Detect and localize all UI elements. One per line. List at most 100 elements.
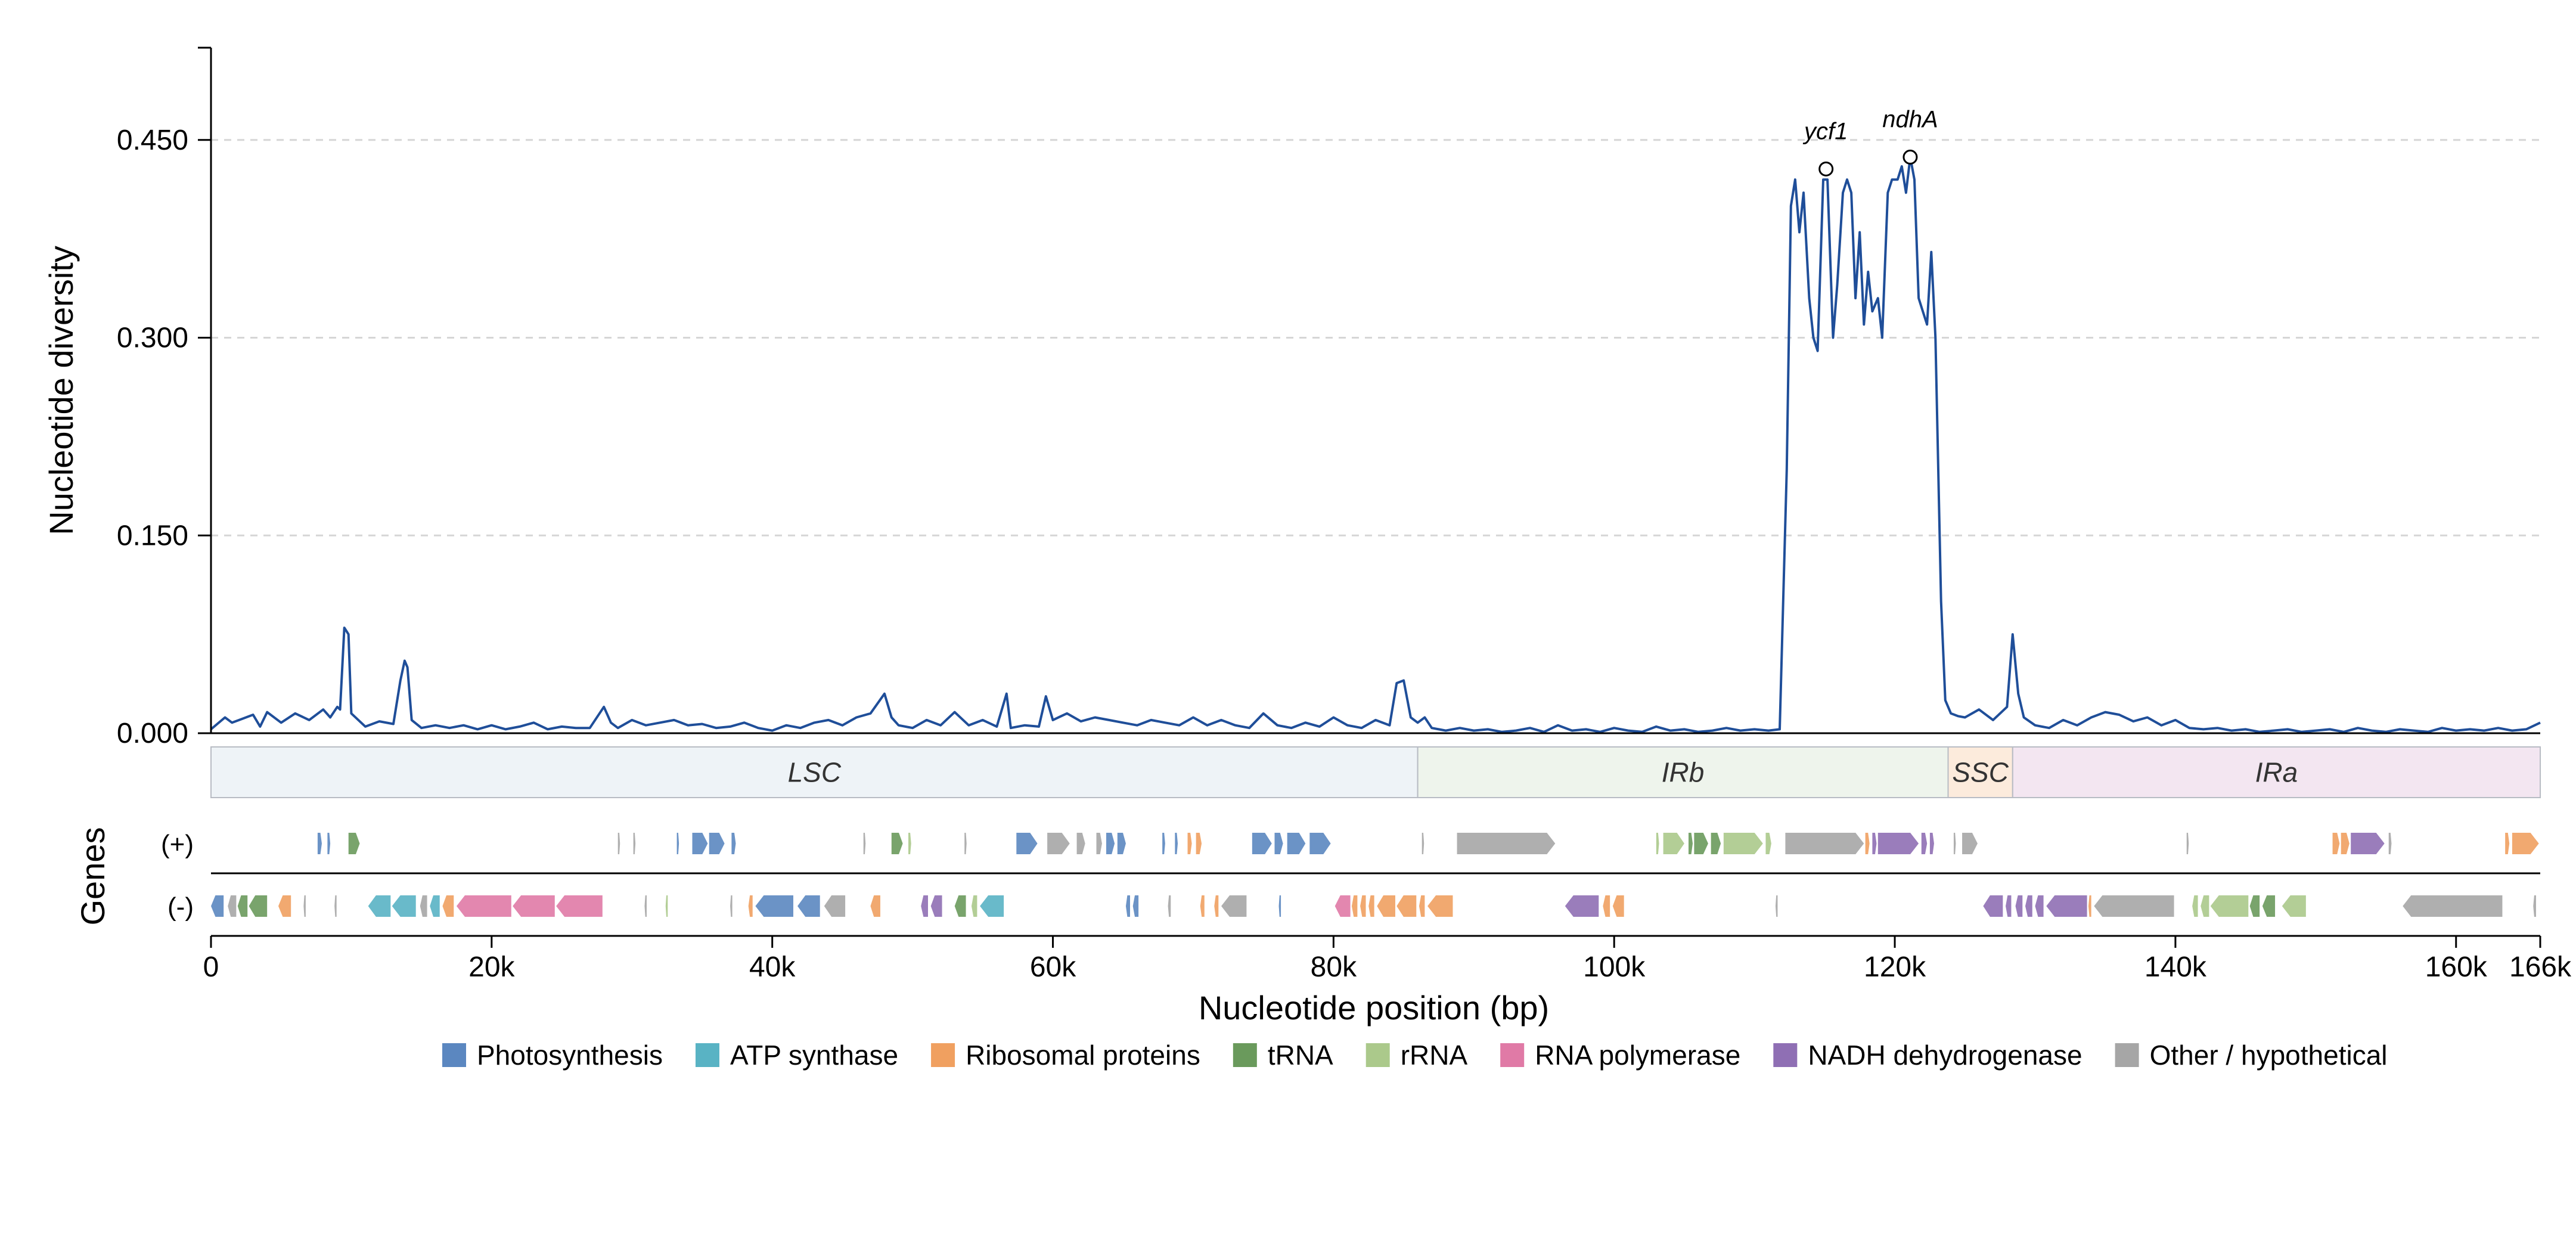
legend-swatch-ndh — [1773, 1043, 1798, 1067]
strand-label-minus: (-) — [167, 892, 194, 922]
gene-rrna-plus — [908, 833, 911, 854]
gene-other-minus — [644, 895, 647, 917]
region-layer: LSC IRb SSC IRa — [210, 746, 2541, 798]
y-tick-label: 0.300 — [117, 322, 188, 354]
gene-other-plus — [1076, 833, 1085, 854]
region-ira — [2012, 746, 2541, 798]
gene-other-plus — [863, 833, 866, 854]
gene-rrna-plus — [1656, 833, 1659, 854]
gene-rnap-minus — [556, 895, 603, 917]
region-label: LSC — [788, 757, 842, 788]
gene-ribo-minus — [1351, 895, 1358, 917]
gene-ndh-minus — [2025, 895, 2032, 917]
x-tick-label: 20k — [468, 951, 515, 983]
gene-ribo-minus — [1377, 895, 1395, 917]
gene-ribo-plus — [1865, 833, 1870, 854]
gene-ribo-plus — [1187, 833, 1192, 854]
gene-photo-plus — [1175, 833, 1178, 854]
gene-trna-minus — [954, 895, 966, 917]
region-irb — [1417, 746, 1949, 798]
gene-other-plus — [617, 833, 620, 854]
legend-swatch-rnap — [1500, 1043, 1525, 1067]
y-axis-title: Nucleotide diversity — [42, 246, 80, 535]
gene-photo-plus — [1309, 833, 1331, 854]
gene-ndh-minus — [921, 895, 929, 917]
gene-ndh-minus — [2035, 895, 2044, 917]
gene-photo-minus — [1125, 895, 1131, 917]
legend-label-photo: Photosynthesis — [477, 1040, 663, 1071]
gene-other-minus — [1221, 895, 1247, 917]
legend-swatch-atp — [695, 1043, 719, 1067]
gene-ribo-minus — [1368, 895, 1374, 917]
legend-label-atp: ATP synthase — [730, 1040, 898, 1071]
gene-photo-plus — [1252, 833, 1272, 854]
legend-label-other: Other / hypothetical — [2150, 1040, 2388, 1071]
gene-other-plus — [1785, 833, 1864, 854]
gene-other-minus — [2403, 895, 2503, 917]
gene-photo-plus — [1106, 833, 1115, 854]
gene-ribo-plus — [2505, 833, 2510, 854]
gene-photo-minus — [755, 895, 793, 917]
gene-photo-plus — [692, 833, 708, 854]
gene-other-minus — [824, 895, 846, 917]
legend-label-ndh: NADH dehydrogenase — [1808, 1040, 2082, 1071]
gene-photo-plus — [1162, 833, 1165, 854]
gene-photo-minus — [1278, 895, 1281, 917]
gene-other-plus — [633, 833, 636, 854]
gene-ribo-minus — [1612, 895, 1624, 917]
gene-trna-plus — [1711, 833, 1721, 854]
gene-ribo-minus — [442, 895, 454, 917]
gene-other-plus — [2186, 833, 2189, 854]
gene-other-minus — [1168, 895, 1171, 917]
gene-trna-minus — [249, 895, 268, 917]
gene-photo-plus — [676, 833, 679, 854]
gene-other-plus — [1096, 833, 1102, 854]
gene-rrna-minus — [2201, 895, 2209, 917]
gene-other-plus — [1457, 833, 1556, 854]
gene-ribo-minus — [1419, 895, 1425, 917]
gene-rrna-minus — [2282, 895, 2306, 917]
gene-ndh-minus — [1565, 895, 1599, 917]
region-lsc — [210, 746, 1419, 798]
gene-photo-plus — [1274, 833, 1283, 854]
gene-photo-plus — [1287, 833, 1306, 854]
strand-label-plus: (+) — [161, 830, 194, 859]
gene-other-minus — [228, 895, 237, 917]
gene-other-plus — [2388, 833, 2392, 854]
gene-ndh-plus — [1877, 833, 1919, 854]
gene-ribo-minus — [1427, 895, 1453, 917]
legend-label-rnap: RNA polymerase — [1535, 1040, 1740, 1071]
region-label: SSC — [1952, 757, 2009, 788]
gene-rrna-plus — [1723, 833, 1763, 854]
gene-trna-plus — [1694, 833, 1708, 854]
gene-photo-minus — [1132, 895, 1139, 917]
gene-other-minus — [730, 895, 733, 917]
peak-label-ycf1: ycf1 — [1802, 118, 1848, 144]
gene-ribo-minus — [870, 895, 880, 917]
legend-label-rrna: rRNA — [1401, 1040, 1468, 1071]
legend-swatch-trna — [1233, 1043, 1257, 1067]
x-tick-label: 120k — [1864, 951, 1926, 983]
gene-rnap-minus — [513, 895, 555, 917]
gene-trna-plus — [348, 833, 360, 854]
gene-ribo-minus — [1200, 895, 1205, 917]
gene-ribo-minus — [1396, 895, 1417, 917]
annotation-layer: ycf1 ndhA — [1802, 107, 1938, 176]
y-tick-label: 0.450 — [117, 125, 188, 156]
gene-ribo-minus — [1214, 895, 1219, 917]
gene-other-plus — [1953, 833, 1956, 854]
x-axis-title: Nucleotide position (bp) — [1199, 989, 1549, 1026]
gene-layer: (+) (-) — [161, 830, 2540, 922]
x-tick-label: 140k — [2144, 951, 2207, 983]
gene-photo-minus — [797, 895, 820, 917]
gene-ndh-plus — [1929, 833, 1934, 854]
gene-other-minus — [420, 895, 427, 917]
genes-axis-title: Genes — [74, 827, 111, 926]
axis-layer: 0.000 0.150 0.300 0.450 0 20k 40k 60k 80k 100k 120… — [117, 46, 2572, 983]
x-tick-label: 60k — [1030, 951, 1076, 983]
legend-layer: Photosynthesis ATP synthase Ribosomal prot… — [442, 1040, 2388, 1071]
x-tick-label: 80k — [1311, 951, 1357, 983]
gene-ribo-minus — [1360, 895, 1366, 917]
peak-marker — [1902, 150, 1918, 165]
